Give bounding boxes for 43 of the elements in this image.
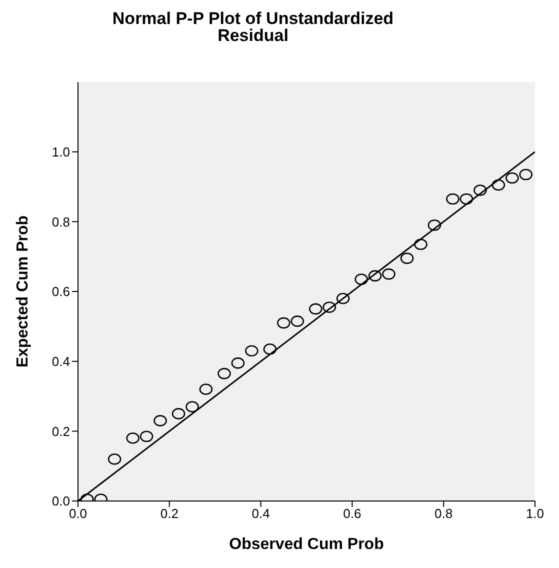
x-axis-title: Observed Cum Prob: [229, 536, 384, 553]
y-tick-label: 0.6: [52, 284, 70, 300]
point: [322, 302, 336, 313]
x-tick-label: 0.4: [252, 506, 270, 522]
y-axis-title: Expected Cum Prob: [14, 215, 32, 368]
point: [263, 343, 277, 355]
y-tick-label: 0.0: [52, 494, 70, 509]
y-tick-label: 0.2: [52, 424, 70, 439]
x-tick-label: 0.2: [160, 506, 178, 522]
point: [354, 274, 368, 285]
point: [231, 357, 245, 369]
point: [474, 184, 487, 196]
point: [277, 317, 290, 329]
point: [492, 179, 506, 191]
point: [506, 172, 519, 184]
point: [245, 345, 258, 357]
x-tick-label: 0.6: [343, 506, 362, 522]
y-tick-label: 0.4: [52, 354, 70, 369]
point: [108, 453, 122, 465]
y-tick-label: 0.8: [52, 214, 70, 230]
chart-title: Normal P-P Plot of Unstandardized Residual: [111, 8, 395, 45]
point: [172, 408, 186, 420]
point: [460, 193, 474, 205]
point: [199, 384, 213, 395]
x-tick-label: 1.0: [526, 506, 544, 522]
x-tick-label: 0.0: [68, 506, 88, 522]
point: [446, 193, 460, 205]
point: [336, 292, 350, 304]
point: [382, 268, 396, 280]
point: [400, 252, 414, 264]
x-tick-label: 0.8: [434, 506, 453, 522]
point: [519, 168, 533, 180]
point: [218, 368, 231, 380]
point: [186, 401, 199, 412]
point: [290, 316, 304, 327]
point: [126, 432, 140, 444]
point: [140, 430, 154, 442]
point: [308, 303, 322, 315]
point: [154, 415, 167, 426]
point: [428, 220, 442, 231]
point: [414, 238, 428, 250]
point: [368, 270, 382, 282]
y-tick-label: 1.0: [52, 144, 70, 160]
